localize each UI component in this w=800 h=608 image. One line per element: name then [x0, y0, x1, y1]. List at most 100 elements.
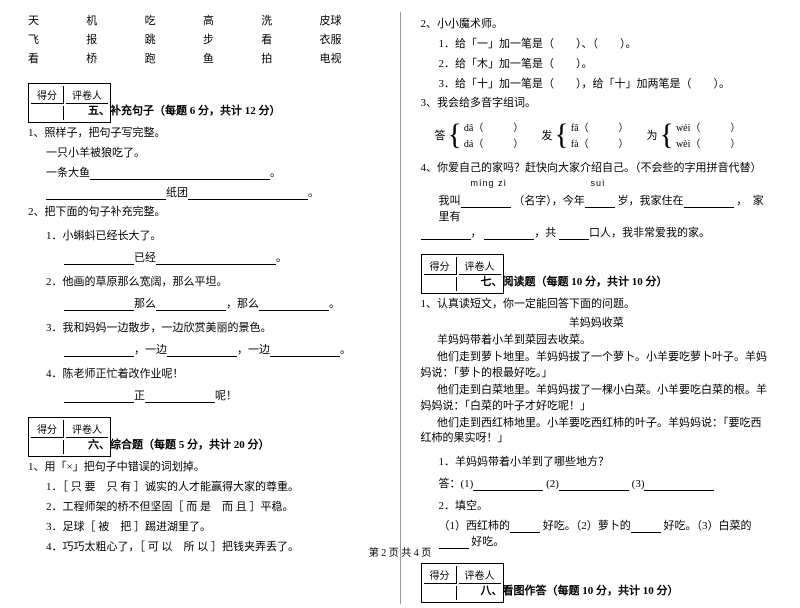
blank	[64, 300, 134, 311]
brace-icon: {	[554, 122, 568, 148]
section-7-title: 七、阅读题（每题 10 分，共计 10 分）	[481, 273, 773, 289]
q2-2: 2．给「木」加一笔是（ ）。	[439, 55, 773, 71]
word-row: 天 机 吃 高 洗 皮球	[28, 12, 380, 28]
brace-item: wéi（ ）	[676, 119, 740, 134]
blank	[461, 197, 511, 208]
blank	[644, 480, 714, 491]
blank	[473, 480, 543, 491]
score-label: 得分	[424, 566, 457, 584]
q2: 2、小小魔术师。	[421, 15, 773, 31]
blank	[156, 300, 226, 311]
brace-group: 答 { dā（ ） dá（ ）	[435, 119, 524, 150]
pinyin-hint: míng zì suì	[471, 178, 773, 188]
blank	[270, 346, 340, 357]
page-columns: 天 机 吃 高 洗 皮球 飞 报 跳 步 看 衣服 看 桥 跑 鱼 拍 电视 得…	[28, 12, 772, 604]
q6-1: 1、用「×」把句子中错误的词划掉。	[28, 458, 380, 474]
blank	[510, 522, 540, 533]
q3: 3、我会给多音字组词。	[421, 94, 773, 110]
blank	[90, 169, 270, 180]
q4-line1: 我叫 （名字），今年 岁，我家住在 ， 家里有	[439, 192, 773, 224]
section-8-title: 八、看图作答（每题 10 分，共计 10 分）	[481, 582, 773, 598]
word: 天	[28, 12, 68, 28]
word: 看	[261, 31, 301, 47]
brace-group: 发 { fā（ ） fà（ ）	[541, 119, 628, 150]
brace-item: wèi（ ）	[676, 135, 740, 150]
blank	[167, 346, 237, 357]
q7-1: 1、认真读短文，你一定能回答下面的问题。	[421, 295, 773, 311]
q5-1-line: 一条大鱼。	[46, 164, 380, 180]
word: 跳	[145, 31, 185, 47]
q4: 4、你爱自己的家吗？赶快向大家介绍自己。（不会些的字用拼音代替）	[421, 159, 773, 175]
q5-2: 2、把下面的句子补充完整。	[28, 203, 380, 219]
brace-item: dá（ ）	[464, 135, 523, 150]
q5-2-2b: 那么，那么。	[64, 295, 380, 311]
q5-2-1b: 已经。	[64, 249, 380, 265]
word: 衣服	[319, 31, 359, 47]
brace-label: 发	[541, 127, 552, 143]
blank	[585, 197, 615, 208]
q5-2-2: 2．他画的草原那么宽阔，那么平坦。	[46, 273, 380, 289]
story-title: 羊妈妈收菜	[421, 314, 773, 330]
blank	[188, 189, 308, 200]
word: 报	[86, 31, 126, 47]
word: 拍	[261, 50, 301, 66]
word: 洗	[261, 12, 301, 28]
word: 看	[28, 50, 68, 66]
word: 桥	[86, 50, 126, 66]
blank	[145, 392, 215, 403]
q7-sub2: 2．填空。	[439, 497, 773, 513]
q2-1: 1．给「一」加一笔是（ ）、（ ）。	[439, 35, 773, 51]
q5-2-4b: 正呢！	[64, 387, 380, 403]
column-divider	[400, 12, 401, 604]
word: 皮球	[319, 12, 359, 28]
q5-2-4: 4．陈老师正忙着改作业呢！	[46, 365, 380, 381]
word: 电视	[319, 50, 359, 66]
story-p3: 他们走到白菜地里。羊妈妈拔了一棵小白菜。小羊要吃白菜的根。羊妈妈说：「白菜的叶子…	[421, 383, 773, 414]
q4-line2: ， ，共 口人，我非常爱我的家。	[421, 224, 773, 240]
word: 步	[203, 31, 243, 47]
section-6-title: 六、综合题（每题 5 分，共计 20 分）	[88, 436, 380, 452]
blank	[156, 254, 276, 265]
brace-icon: {	[448, 122, 462, 148]
q2-3: 3．给「十」加一笔是（ ），给「十」加两笔是（ ）。	[439, 75, 773, 91]
blank	[559, 480, 629, 491]
brace-item: fā（ ）	[571, 119, 629, 134]
q6-1-2: 2．工程师架的桥不但坚固［ 而 是 而 且 ］平稳。	[46, 498, 380, 514]
score-label: 得分	[31, 420, 64, 438]
q7-sub1: 1．羊妈妈带着小羊到了哪些地方？	[439, 453, 773, 469]
brace-label: 为	[647, 127, 658, 143]
brace-label: 答	[435, 127, 446, 143]
blank	[684, 197, 734, 208]
right-column: 2、小小魔术师。 1．给「一」加一笔是（ ）、（ ）。 2．给「木」加一笔是（ …	[421, 12, 773, 604]
story-p1: 羊妈妈带着小羊到菜园去收菜。	[421, 333, 773, 348]
word: 跑	[145, 50, 185, 66]
word: 高	[203, 12, 243, 28]
brace-group: 为 { wéi（ ） wèi（ ）	[647, 119, 741, 150]
q7-sub1-ans: 答：(1) (2) (3)	[439, 475, 773, 491]
score-label: 得分	[424, 257, 457, 275]
word: 吃	[145, 12, 185, 28]
brace-item: dā（ ）	[464, 119, 523, 134]
score-label: 得分	[31, 86, 64, 104]
word-row: 看 桥 跑 鱼 拍 电视	[28, 50, 380, 66]
blank	[559, 229, 589, 240]
story-p4: 他们走到西红柿地里。小羊要吃西红柿的叶子。羊妈妈说：「要吃西红柿的果实呀！」	[421, 416, 773, 447]
brace-icon: {	[660, 122, 674, 148]
q6-1-3: 3．足球［ 被 把 ］踢进湖里了。	[46, 518, 380, 534]
q5-2-3: 3．我和妈妈一边散步，一边欣赏美丽的景色。	[46, 319, 380, 335]
blank	[64, 346, 134, 357]
blank	[64, 254, 134, 265]
blank	[46, 189, 166, 200]
blank	[64, 392, 134, 403]
q5-2-3b: ，一边，一边。	[64, 341, 380, 357]
word: 鱼	[203, 50, 243, 66]
brace-item: fà（ ）	[571, 135, 629, 150]
section-5-title: 五、补充句子（每题 6 分，共计 12 分）	[88, 102, 380, 118]
q5-1-example: 一只小羊被狼吃了。	[46, 144, 380, 160]
q6-1-1: 1．［ 只 要 只 有 ］诚实的人才能赢得大家的尊重。	[46, 478, 380, 494]
q5-1: 1、照样子，把句子写完整。	[28, 124, 380, 140]
story-p2: 他们走到萝卜地里。羊妈妈拔了一个萝卜。小羊要吃萝卜叶子。羊妈妈说：「萝卜的根最好…	[421, 350, 773, 381]
polyphonic-row: 答 { dā（ ） dá（ ） 发 { fā（ ） fà（ ） 为 {	[421, 113, 773, 156]
blank	[631, 522, 661, 533]
blank	[484, 229, 534, 240]
